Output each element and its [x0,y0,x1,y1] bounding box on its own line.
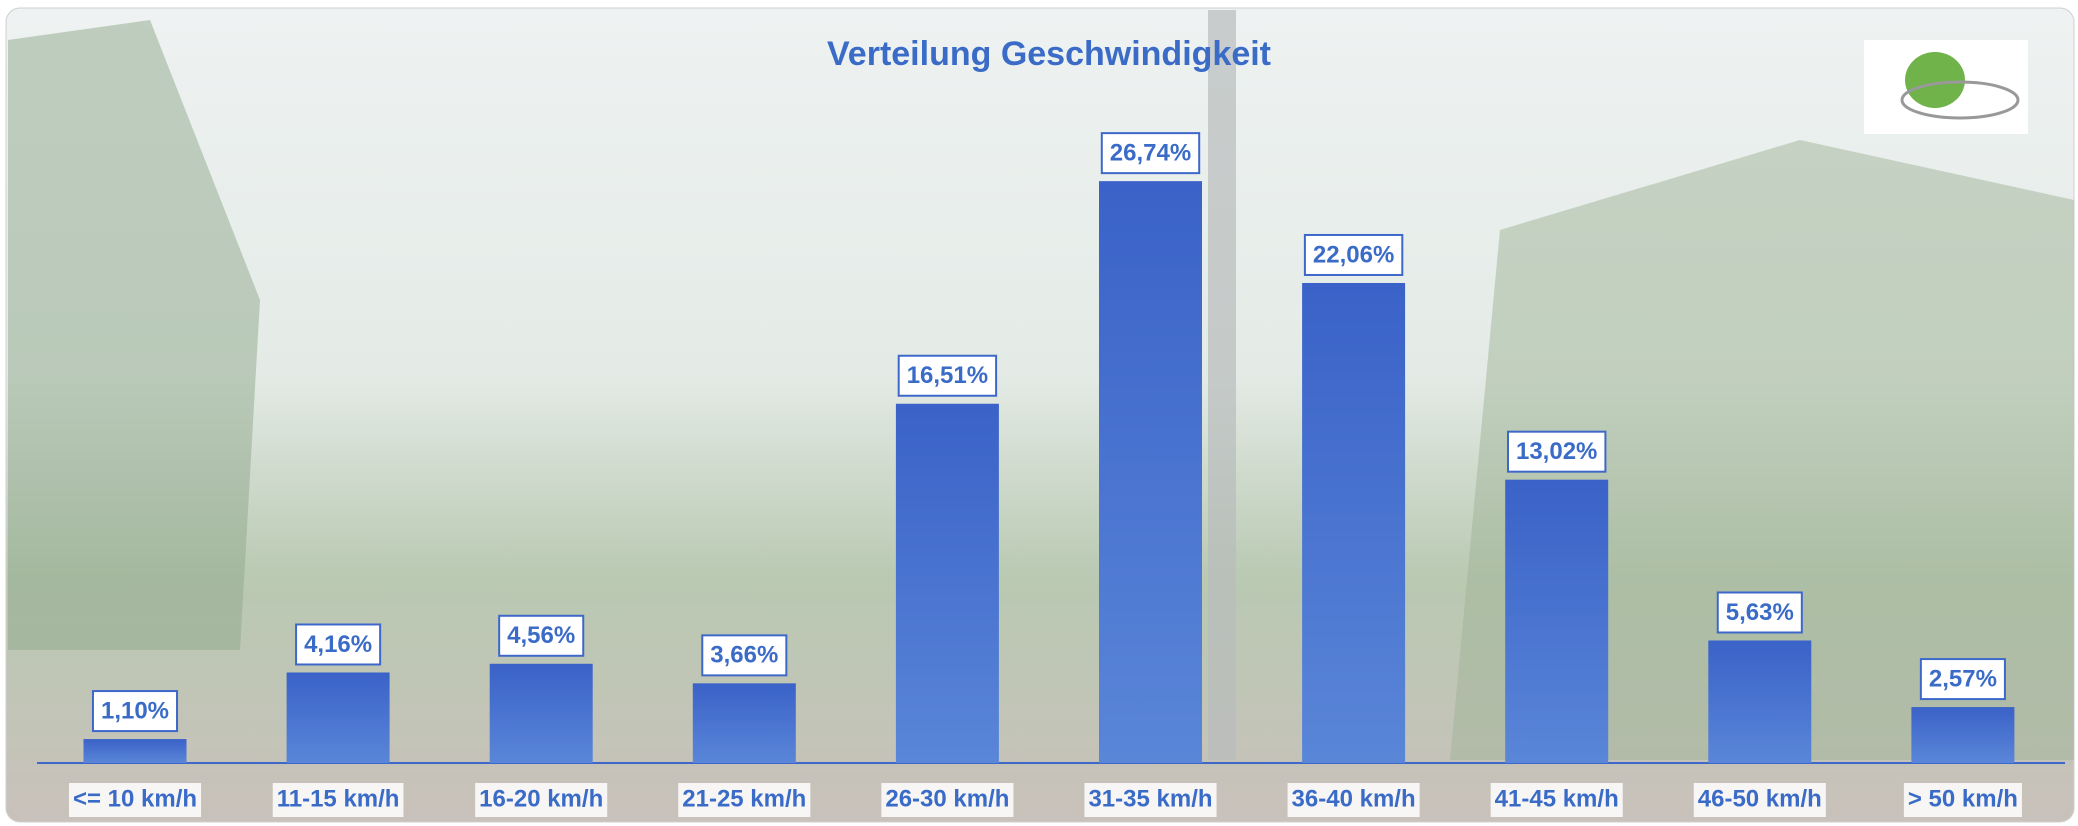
x-tick-label: 46-50 km/h [1698,785,1822,812]
chart-title: Verteilung Geschwindigkeit [827,35,1271,73]
value-label: 26,74% [1110,139,1191,166]
bar [1911,707,2014,763]
logo-mark [1905,52,1965,108]
value-label: 22,06% [1313,241,1394,268]
value-label: 5,63% [1726,599,1794,626]
bar [1302,283,1405,763]
bar [1099,181,1202,763]
value-label: 4,16% [304,631,372,658]
x-tick-label: 21-25 km/h [682,785,806,812]
pole-decoration [1208,10,1236,760]
bar [490,664,593,763]
bar [287,672,390,763]
value-label: 3,66% [710,642,778,669]
x-tick-label: 26-30 km/h [885,785,1009,812]
value-label: 1,10% [101,697,169,724]
x-tick-label: 41-45 km/h [1495,785,1619,812]
value-label: 4,56% [507,622,575,649]
x-tick-label: 11-15 km/h [277,785,400,812]
chart: Verteilung Geschwindigkeit 1,10% <= 10 km… [0,0,2078,826]
bar [1505,480,1608,763]
bar [896,404,999,763]
x-tick-label: 36-40 km/h [1292,785,1416,812]
value-label: 16,51% [907,362,988,389]
x-tick-label: 16-20 km/h [479,785,603,812]
x-tick-label: <= 10 km/h [73,785,197,812]
bar [84,739,187,763]
x-tick-label: > 50 km/h [1908,785,2018,812]
value-label: 2,57% [1929,665,1997,692]
bar [693,683,796,763]
bar [1708,640,1811,763]
value-label: 13,02% [1516,438,1597,465]
x-tick-label: 31-35 km/h [1088,785,1212,812]
